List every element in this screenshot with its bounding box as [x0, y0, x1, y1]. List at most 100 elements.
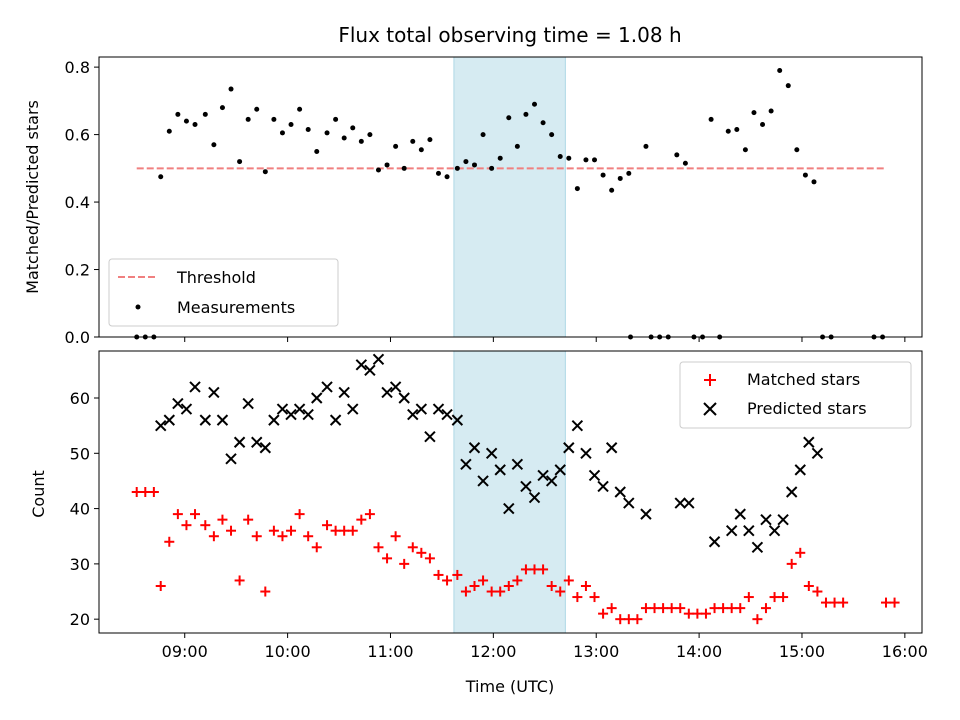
measurement-point: [802, 172, 808, 178]
count-y-tick-label: 40: [70, 500, 90, 519]
matched-stars-point: [503, 581, 514, 591]
measurement-point: [279, 130, 285, 136]
predicted-stars-point: [537, 469, 549, 482]
matched-stars-point: [640, 603, 651, 614]
measurement-point: [367, 132, 373, 138]
predicted-stars-point: [605, 442, 618, 454]
matched-stars-point: [469, 581, 480, 591]
matched-stars-point: [486, 586, 497, 597]
matched-stars-point: [786, 558, 797, 569]
predicted-stars-point: [460, 458, 472, 471]
measurement-point: [245, 116, 251, 122]
matched-stars-point: [217, 514, 228, 525]
predicted-stars-point: [311, 392, 323, 404]
matched-stars-point: [666, 603, 677, 614]
predicted-stars-point: [441, 408, 453, 421]
chart-title: Flux total observing time = 1.08 h: [338, 23, 681, 47]
predicted-stars-point: [674, 497, 686, 509]
measurement-point: [418, 147, 424, 153]
measurement-point: [609, 187, 615, 193]
predicted-stars-point: [597, 480, 609, 493]
matched-stars-point: [294, 509, 305, 520]
measurement-point: [682, 160, 688, 166]
ratio-panel-frame: [98, 56, 923, 338]
predicted-stars-point: [760, 513, 772, 526]
matched-stars-point: [658, 603, 669, 614]
matched-stars-point: [339, 525, 350, 536]
predicted-stars-point: [338, 386, 350, 399]
count-y-tick-label: 60: [70, 389, 90, 408]
count-panel-frame: [98, 350, 923, 634]
predicted-stars-point: [199, 414, 212, 426]
measurement-point: [410, 138, 416, 144]
predicted-stars-point: [768, 524, 781, 537]
measurement-point: [583, 157, 589, 163]
matched-stars-point: [589, 592, 600, 603]
matched-stars-point: [795, 547, 806, 558]
measurement-point: [708, 116, 714, 122]
matched-stars-point: [416, 547, 427, 558]
x-tick-label: 09:00: [162, 642, 208, 661]
legend-threshold-label: Threshold: [176, 268, 256, 287]
measurement-point: [557, 154, 563, 160]
measurement-point: [305, 127, 311, 133]
predicted-stars-point: [415, 403, 428, 415]
matched-stars-point: [382, 553, 393, 564]
predicted-stars-point: [571, 419, 584, 432]
legend-measurements-swatch: [135, 304, 141, 310]
ratio-panel: Flux total observing time = 1.08 h 0.0 0.…: [23, 23, 923, 347]
matched-stars-point: [330, 525, 341, 536]
measurement-point: [341, 135, 347, 141]
matched-stars-point: [709, 603, 720, 614]
predicted-stars-point: [725, 524, 738, 537]
measurement-point: [444, 174, 450, 180]
matched-stars-point: [478, 575, 489, 586]
count-legend: Matched stars Predicted stars: [679, 361, 912, 429]
measurement-point: [271, 116, 277, 122]
predicted-stars-point: [794, 464, 806, 476]
predicted-stars-point: [554, 464, 566, 476]
matched-stars-point: [829, 597, 840, 608]
measurement-point: [333, 116, 339, 122]
measurement-point: [254, 106, 260, 112]
matched-stars-point: [200, 520, 211, 531]
predicted-stars-point: [528, 491, 541, 504]
measurement-point: [211, 142, 217, 148]
measurement-point: [600, 172, 606, 178]
measurement-point: [811, 179, 817, 185]
count-y-axis-label: Count: [29, 470, 48, 518]
predicted-stars-point: [321, 381, 333, 393]
matched-stars-point: [148, 487, 159, 497]
x-tick-label: 15:00: [779, 642, 825, 661]
measurement-point: [350, 125, 356, 131]
measurement-point: [175, 111, 181, 117]
matched-stars-point: [572, 592, 583, 603]
ratio-legend-box: [108, 258, 339, 327]
predicted-stars-point: [398, 392, 410, 404]
predicted-stars-point: [494, 464, 506, 476]
predicted-stars-point: [216, 414, 229, 426]
legend-matched-label: Matched stars: [747, 370, 860, 389]
predicted-stars-point: [389, 381, 402, 393]
predicted-stars-point: [683, 497, 695, 509]
ratio-y-tick-label: 0.0: [65, 328, 90, 347]
matched-stars-point: [234, 575, 245, 586]
measurement-point: [228, 86, 234, 92]
matched-stars-point: [433, 569, 444, 580]
predicted-stars-point: [743, 524, 755, 537]
matched-stars-point: [268, 525, 279, 536]
matched-stars-point: [155, 581, 166, 591]
legend-matched-swatch: [704, 374, 716, 386]
measurement-point: [566, 155, 572, 161]
predicted-stars-point: [251, 436, 263, 448]
predicted-stars-point: [268, 414, 280, 426]
predicted-stars-point: [545, 475, 558, 487]
measurement-point: [435, 170, 441, 176]
predicted-stars-point: [777, 513, 789, 526]
matched-stars-point: [208, 531, 219, 542]
measurement-point: [237, 159, 243, 165]
matched-stars-point: [442, 575, 453, 586]
measurement-point: [324, 130, 330, 136]
predicted-stars-point: [355, 359, 368, 371]
measurement-point: [480, 132, 486, 138]
